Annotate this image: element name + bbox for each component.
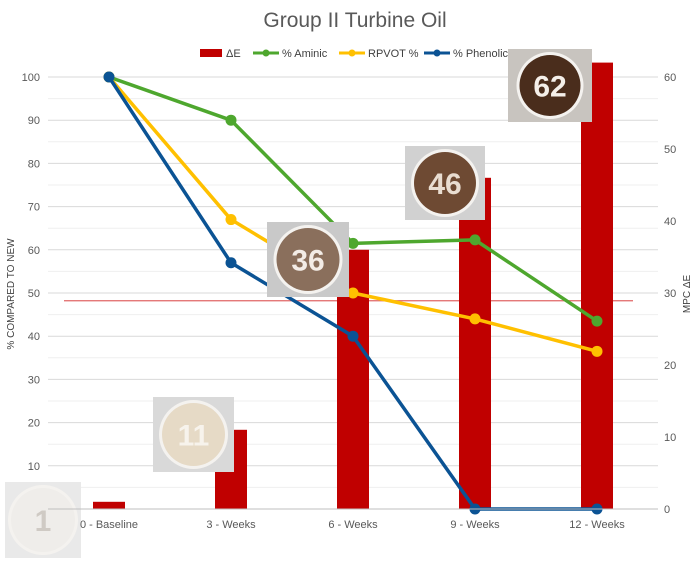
point-phenolic: [225, 257, 237, 269]
y-left-tick-label: 40: [28, 331, 40, 343]
sample-patch-disc: [519, 55, 581, 116]
x-tick-label: 3 - Weeks: [206, 519, 256, 531]
legend-label: % Aminic: [282, 48, 328, 60]
sample-patch-disc: [162, 403, 225, 466]
bar-delta-e: [581, 62, 613, 509]
sample-patch: 62: [508, 49, 592, 122]
axes: 10 20 30 40 50 60 70 80 90 100 0 10 20 30 40 50 60 0 - Ba…: [22, 72, 677, 531]
bar-delta-e: [459, 177, 491, 510]
x-tick-label: 0 - Baseline: [80, 519, 138, 531]
y-axis-left-label: % COMPARED TO NEW: [6, 238, 17, 350]
sample-patch-label: 11: [178, 420, 210, 453]
sample-patch-disc: [276, 228, 340, 291]
point-aminic: [347, 237, 359, 249]
y-left-tick-label: 90: [28, 115, 40, 127]
bar-delta-e: [93, 501, 125, 509]
y-left-tick-label: 10: [28, 461, 40, 473]
y-left-tick-label: 60: [28, 245, 40, 257]
point-aminic: [591, 315, 603, 327]
y-left-tick-label: 100: [22, 72, 40, 84]
point-rpvot: [347, 287, 359, 299]
sample-patch-disc: [414, 152, 476, 214]
y-left-tick-label: 70: [28, 202, 40, 214]
point-rpvot: [591, 345, 603, 357]
x-tick-label: 9 - Weeks: [450, 519, 500, 531]
point-phenolic: [347, 330, 359, 342]
legend-label: % Phenolic: [453, 48, 509, 60]
sample-patch-label: 1: [35, 505, 52, 538]
sample-patch: 11: [153, 397, 234, 472]
y-right-tick-label: 50: [664, 144, 676, 156]
y-left-tick-label: 30: [28, 374, 40, 386]
sample-patch-label: 36: [291, 245, 324, 278]
legend: ΔE % Aminic RPVOT % % Phenolic: [200, 48, 509, 60]
legend-label: ΔE: [226, 48, 241, 60]
y-right-tick-label: 10: [664, 432, 676, 444]
point-aminic: [225, 114, 237, 126]
x-tick-label: 12 - Weeks: [569, 519, 625, 531]
y-left-tick-label: 50: [28, 288, 40, 300]
legend-label: RPVOT %: [368, 48, 419, 60]
point-aminic: [469, 234, 481, 246]
legend-marker: [348, 49, 356, 57]
legend-marker: [262, 49, 270, 57]
x-tick-label: 6 - Weeks: [328, 519, 378, 531]
y-right-tick-label: 60: [664, 72, 676, 84]
y-left-tick-label: 80: [28, 158, 40, 170]
y-right-tick-label: 40: [664, 216, 676, 228]
y-right-tick-label: 0: [664, 504, 670, 516]
point-phenolic: [103, 71, 115, 83]
y-left-tick-label: 20: [28, 418, 40, 430]
point-rpvot: [469, 313, 481, 325]
y-axis-right-label: MPC ΔE: [682, 275, 693, 314]
legend-marker: [433, 49, 441, 57]
sample-patch: 36: [267, 222, 349, 297]
chart-title: Group II Turbine Oil: [263, 9, 446, 32]
sample-patch-label: 62: [533, 71, 566, 104]
point-rpvot: [225, 214, 237, 226]
sample-patch-disc: [11, 488, 75, 552]
sample-patch: 46: [405, 146, 485, 220]
sample-patch-label: 46: [428, 168, 461, 201]
sample-patch: 1: [5, 482, 81, 558]
y-right-tick-label: 20: [664, 360, 676, 372]
y-right-tick-label: 30: [664, 288, 676, 300]
legend-swatch: [200, 49, 222, 57]
line-series: [103, 71, 603, 515]
